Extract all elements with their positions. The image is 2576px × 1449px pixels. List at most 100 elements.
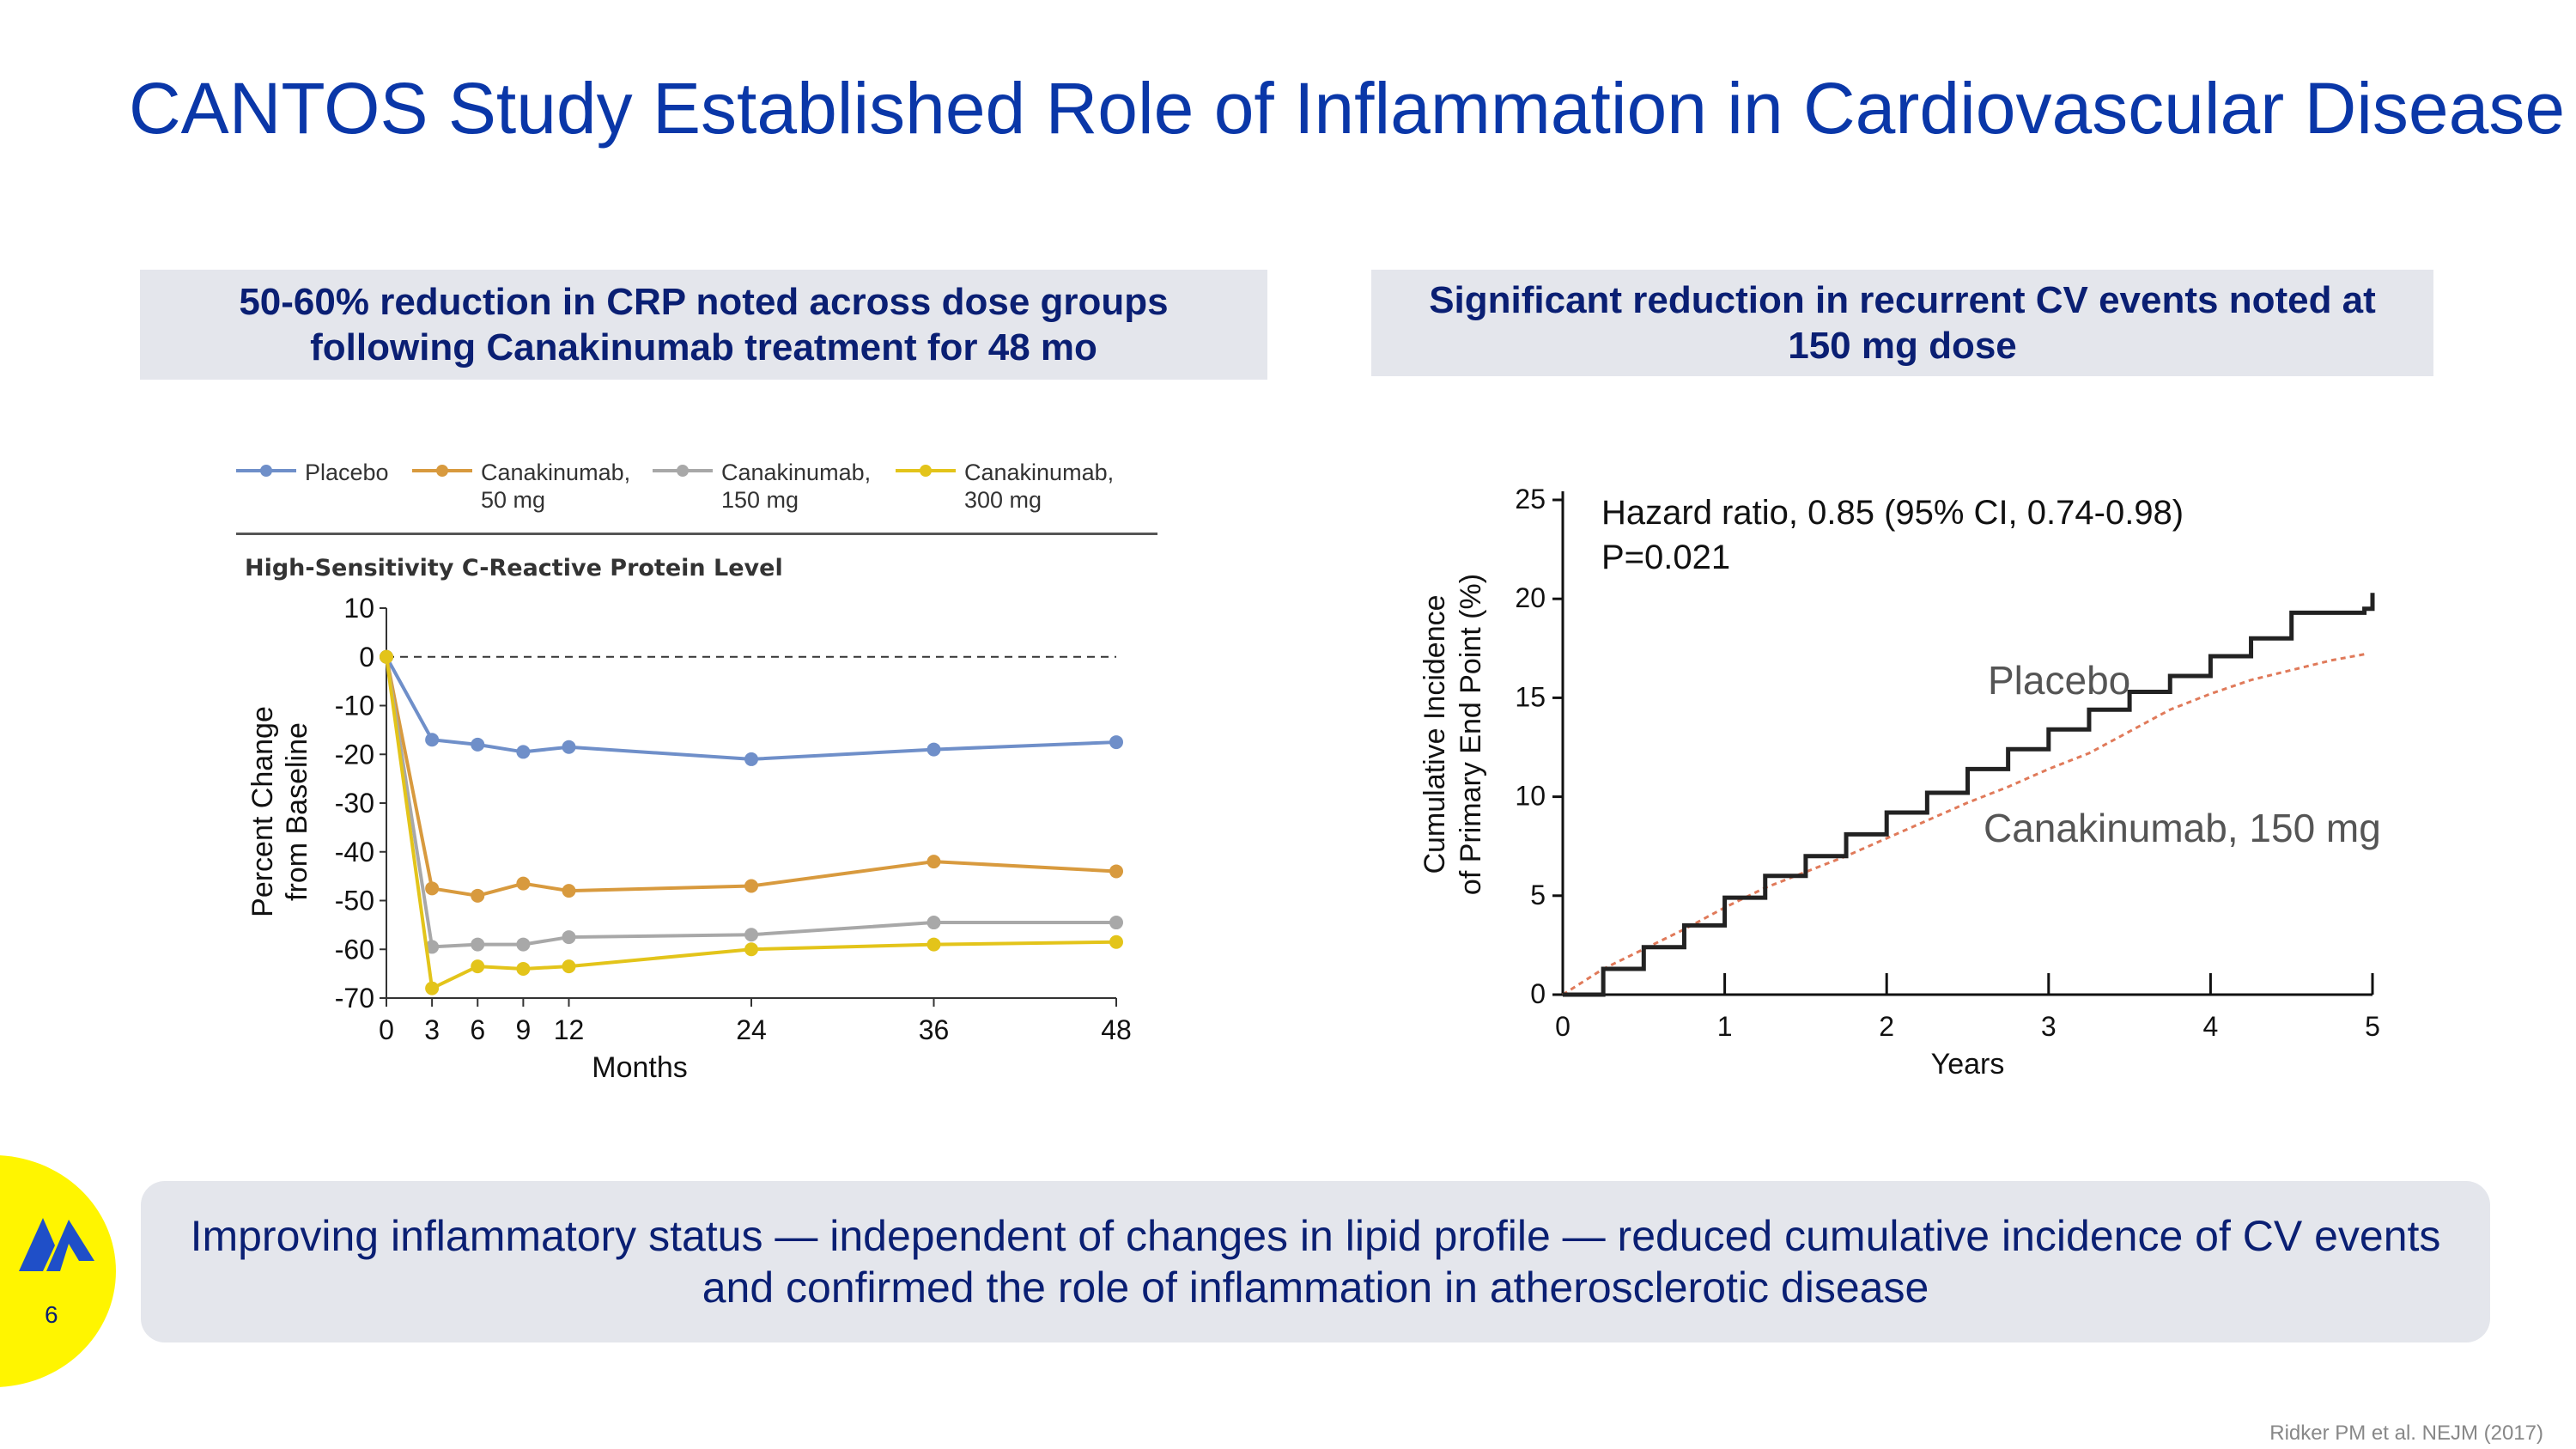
crp-y-tick-label: -30 xyxy=(335,788,374,819)
cv-x-tick-label: 4 xyxy=(2203,1011,2219,1042)
crp-point-s1-1 xyxy=(425,881,440,896)
cv-x-tick-label: 1 xyxy=(1717,1011,1733,1042)
crp-point-s1-4 xyxy=(562,884,576,898)
cv-series-placebo xyxy=(1563,593,2375,997)
cv-y-tick-label: 10 xyxy=(1515,781,1546,812)
crp-y-axis-label-line2: from Baseline xyxy=(281,722,313,901)
cv-y-tick-label: 0 xyxy=(1530,978,1546,1009)
summary-line-1: Improving inflammatory status — independ… xyxy=(190,1212,2441,1260)
cv-y-tick-label: 20 xyxy=(1515,582,1546,613)
legend-marker-50mg xyxy=(412,465,472,477)
crp-point-s3-4 xyxy=(562,959,576,974)
crp-x-tick-label: 24 xyxy=(736,1014,767,1045)
crp-point-s2-2 xyxy=(471,937,485,952)
crp-y-tick-label: 0 xyxy=(359,642,374,673)
crp-point-s0-7 xyxy=(1109,735,1123,750)
crp-y-tick-label: -70 xyxy=(335,983,374,1014)
crp-y-tick-label: -50 xyxy=(335,886,374,916)
legend-divider xyxy=(236,533,1157,535)
cv-series-canakinumab-150mg xyxy=(1562,653,2365,996)
crp-series-line-2 xyxy=(385,656,1116,949)
legend-label-placebo: Placebo xyxy=(305,460,389,485)
crp-point-s2-6 xyxy=(927,916,941,930)
page-number: 6 xyxy=(45,1301,58,1328)
crp-point-s1-3 xyxy=(516,876,531,891)
right-header-box: Significant reduction in recurrent CV ev… xyxy=(1371,270,2433,376)
cv-x-tick-label: 3 xyxy=(2041,1011,2057,1042)
crp-point-s3-2 xyxy=(471,959,485,974)
crp-point-s0-5 xyxy=(744,752,758,766)
crp-point-s2-7 xyxy=(1109,916,1123,930)
left-header-line-2: following Canakinumab treatment for 48 m… xyxy=(310,326,1097,368)
cv-y-axis-label: Cumulative Incidence of Primary End Point… xyxy=(1419,574,1487,895)
crp-series-line-3 xyxy=(385,656,1117,991)
summary-line-2: and confirmed the role of inflammation i… xyxy=(702,1263,1929,1312)
crp-point-s1-2 xyxy=(471,888,485,903)
cv-y-axis-label-line1: Cumulative Incidence xyxy=(1419,594,1451,874)
cv-y-tick-label: 15 xyxy=(1515,681,1546,712)
crp-point-s1-7 xyxy=(1109,864,1123,879)
legend-label-150mg-line2: 150 mg xyxy=(721,487,799,513)
crp-point-s0-2 xyxy=(471,737,485,752)
left-header-line-1: 50-60% reduction in CRP noted across dos… xyxy=(239,281,1169,323)
crp-point-s3-6 xyxy=(927,937,941,952)
cv-x-axis-label: Years xyxy=(1931,1048,2005,1081)
right-header-line-1: Significant reduction in recurrent CV ev… xyxy=(1429,279,2376,321)
crp-point-s3-7 xyxy=(1109,935,1123,949)
cv-y-tick-label: 25 xyxy=(1515,484,1546,514)
crp-point-s0-4 xyxy=(562,740,576,754)
crp-x-tick-label: 6 xyxy=(470,1014,485,1045)
crp-y-tick-label: -10 xyxy=(335,691,374,721)
legend-label-300mg-line2: 300 mg xyxy=(964,487,1042,513)
crp-y-tick-label: -40 xyxy=(335,837,374,868)
crp-point-s2-1 xyxy=(425,940,440,954)
cv-hazard-ratio-text: Hazard ratio, 0.85 (95% CI, 0.74-0.98) xyxy=(1601,494,2184,532)
crp-x-tick-label: 12 xyxy=(554,1014,585,1045)
left-header-box: 50-60% reduction in CRP noted across dos… xyxy=(140,270,1267,380)
cv-y-axis-label-line2: of Primary End Point (%) xyxy=(1455,574,1487,895)
right-header-line-2: 150 mg dose xyxy=(1788,325,2017,367)
legend-marker-150mg xyxy=(653,465,713,477)
cv-y-tick-label: 5 xyxy=(1530,880,1546,910)
crp-point-s3-0 xyxy=(380,649,393,664)
legend-marker-300mg xyxy=(896,465,956,477)
crp-x-tick-label: 48 xyxy=(1101,1014,1132,1045)
crp-y-axis-label: Percent Change from Baseline xyxy=(246,706,313,917)
crp-point-s2-4 xyxy=(562,930,576,945)
crp-point-s0-6 xyxy=(927,742,941,757)
crp-point-s3-5 xyxy=(744,942,758,957)
cv-events-chart: 0 5 10 15 20 25 0 1 2 3 4 5 Years Cumulative Incidenc… xyxy=(1419,484,2381,1081)
crp-x-tick-label: 36 xyxy=(919,1014,950,1045)
crp-x-tick-label: 0 xyxy=(379,1014,394,1045)
legend-label-50mg-line2: 50 mg xyxy=(481,487,546,513)
crp-point-s0-3 xyxy=(516,745,531,759)
crp-chart-title: High-Sensitivity C-Reactive Protein Leve… xyxy=(245,555,783,581)
legend-label-150mg-line1: Canakinumab, xyxy=(721,460,872,485)
cv-x-tick-label: 5 xyxy=(2365,1011,2380,1042)
crp-chart: High-Sensitivity C-Reactive Protein Leve… xyxy=(245,555,1132,1084)
crp-y-tick-label: -20 xyxy=(335,739,374,770)
legend-label-300mg-line1: Canakinumab, xyxy=(964,460,1115,485)
crp-series-line-0 xyxy=(385,655,1117,761)
cv-p-value-text: P=0.021 xyxy=(1601,539,1730,576)
crp-x-tick-label: 3 xyxy=(424,1014,440,1045)
crp-point-s1-6 xyxy=(927,855,941,869)
crp-x-axis-label: Months xyxy=(592,1051,688,1084)
summary-box: Improving inflammatory status — independ… xyxy=(141,1181,2490,1342)
crp-point-s0-1 xyxy=(425,733,440,747)
cv-x-tick-label: 0 xyxy=(1555,1011,1571,1042)
legend-marker-placebo xyxy=(236,465,296,477)
cv-x-tick-label: 2 xyxy=(1879,1011,1894,1042)
slide-title: CANTOS Study Established Role of Inflamm… xyxy=(129,68,2566,149)
crp-point-s1-5 xyxy=(744,879,758,893)
citation: Ridker PM et al. NEJM (2017) xyxy=(2269,1422,2543,1445)
crp-point-s3-3 xyxy=(516,961,531,976)
crp-point-s2-5 xyxy=(744,928,758,942)
crp-point-s3-1 xyxy=(425,981,440,995)
crp-y-tick-label: -60 xyxy=(335,934,374,965)
legend-label-50mg-line1: Canakinumab, xyxy=(481,460,631,485)
crp-point-s2-3 xyxy=(516,937,531,952)
crp-y-tick-label: 10 xyxy=(343,593,374,624)
crp-x-tick-label: 9 xyxy=(515,1014,531,1045)
crp-legend: Placebo Canakinumab, 50 mg Canakinumab, … xyxy=(236,455,1163,534)
